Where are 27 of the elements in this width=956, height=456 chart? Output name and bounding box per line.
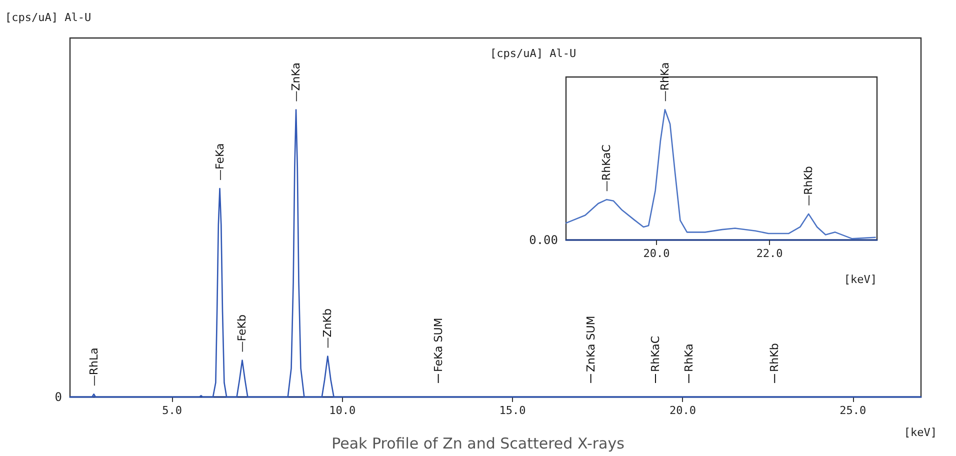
y-axis-title: [cps/uA] Al-U — [490, 47, 576, 60]
x-tick-label: 20.0 — [643, 247, 670, 260]
ref-line-label: RhKa — [682, 344, 696, 372]
ref-line-label: ZnKa SUM — [584, 316, 598, 372]
annotation: —RhKaC — [600, 144, 614, 192]
ref-line-label: RhKb — [768, 343, 782, 372]
x-tick-label: 20.0 — [669, 404, 696, 417]
text: Peak Profile of Zn and Scattered X-rays — [332, 434, 625, 452]
text: 0 — [54, 390, 62, 404]
y-axis-title: [cps/uA] Al-U — [5, 11, 92, 24]
x-tick-label: 5.0 — [162, 404, 182, 417]
ref-line-label: FeKa SUM — [432, 318, 445, 372]
annotation: —RhKa — [658, 62, 672, 102]
x-axis-title: [keV] — [844, 273, 877, 286]
x-tick-label: 25.0 — [840, 404, 866, 417]
annotation: —FeKb — [236, 314, 249, 352]
annotation: —ZnKb — [321, 308, 334, 348]
x-tick-label: 22.0 — [756, 247, 783, 260]
annotation: —ZnKa — [290, 62, 303, 102]
annotation: —RhLa — [87, 348, 100, 386]
annotation: —RhKb — [802, 166, 816, 206]
x-tick-label: 15.0 — [499, 404, 526, 417]
annotation: —FeKa — [213, 143, 226, 180]
x-tick-label: 10.0 — [329, 404, 356, 417]
x-axis-title: [keV] — [904, 426, 937, 439]
ref-line-label: RhKaC — [648, 336, 662, 372]
annotation: 0.00 — [529, 233, 558, 247]
